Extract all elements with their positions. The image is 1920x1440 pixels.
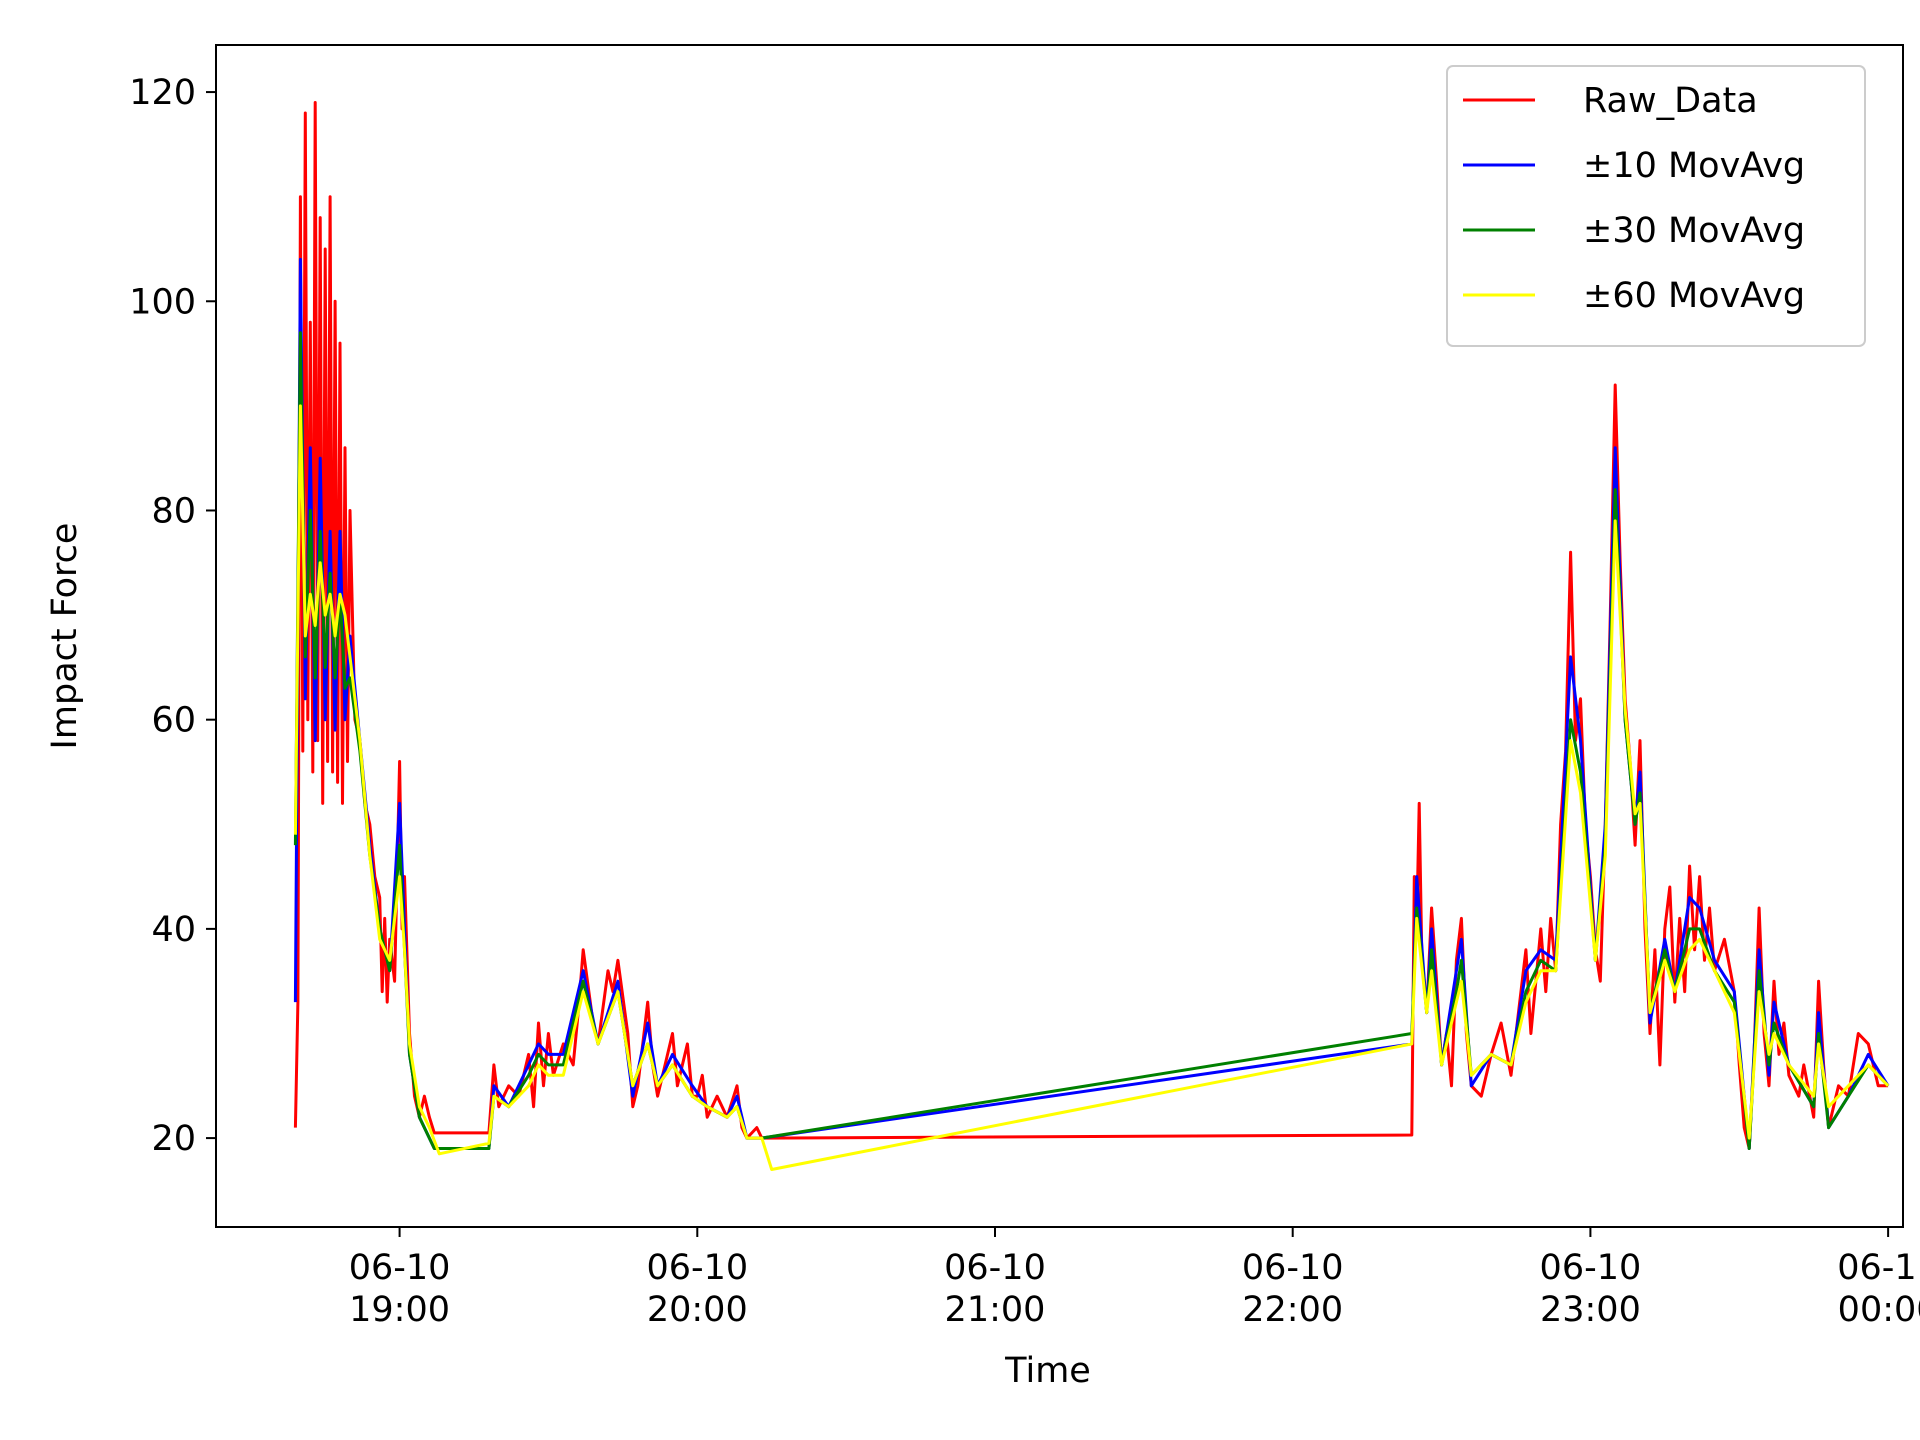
plot-frame [215, 44, 1904, 1228]
x-axis: 06-1019:0006-1020:0006-1021:0006-1022:00… [349, 1227, 1920, 1330]
legend-label-1: ±10 MovAvg [1583, 146, 1805, 186]
y-axis: 20 40 60 80 100 120 [129, 73, 216, 1159]
legend-label-3: ±60 MovAvg [1583, 276, 1805, 316]
legend: Raw_Data ±10 MovAvg ±30 MovAvg ±60 MovAvg [1446, 65, 1866, 347]
x-tick-label-date-2: 06-10 [944, 1248, 1046, 1288]
series-layer [293, 101, 1890, 1171]
legend-label-0: Raw_Data [1583, 81, 1758, 121]
legend-label-2: ±30 MovAvg [1583, 211, 1805, 251]
x-tick-label-date-0: 06-10 [349, 1248, 451, 1288]
legend-box [1446, 65, 1866, 347]
y-tick-label-3: 80 [151, 491, 196, 531]
x-tick-label-time-2: 21:00 [945, 1290, 1046, 1330]
y-tick-label-4: 100 [129, 282, 196, 322]
x-tick-label-date-3: 06-10 [1242, 1248, 1344, 1288]
x-tick-label-time-5: 00:00 [1838, 1290, 1920, 1330]
x-tick-label-time-4: 23:00 [1540, 1290, 1641, 1330]
x-tick-label-time-1: 20:00 [647, 1290, 748, 1330]
x-tick-label-date-4: 06-10 [1540, 1248, 1642, 1288]
y-axis-label: Impact Force [45, 523, 85, 750]
x-tick-label-time-0: 19:00 [349, 1290, 450, 1330]
y-tick-label-5: 120 [129, 73, 196, 113]
series-line-3 [293, 404, 1890, 1171]
y-tick-label-1: 40 [151, 910, 196, 950]
x-tick-label-time-3: 22:00 [1242, 1290, 1343, 1330]
y-tick-label-2: 60 [151, 701, 196, 741]
x-tick-label-date-5: 06-11 [1837, 1248, 1920, 1288]
x-tick-label-date-1: 06-10 [646, 1248, 748, 1288]
y-tick-label-0: 20 [151, 1119, 196, 1159]
x-axis-label: Time [1004, 1351, 1091, 1391]
